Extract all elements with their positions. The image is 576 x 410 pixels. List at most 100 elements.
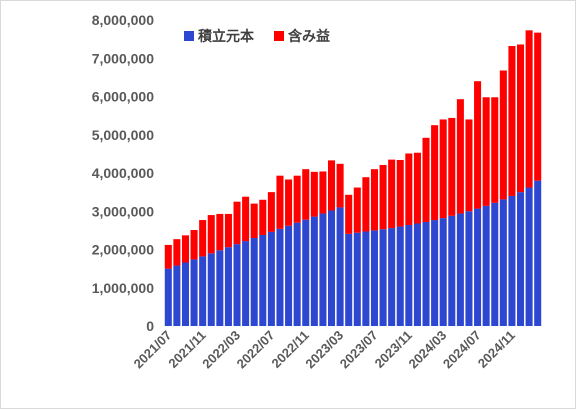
y-tick-label: 6,000,000 [92, 89, 154, 105]
bar-principal [190, 259, 198, 326]
bar-principal [242, 241, 250, 326]
y-tick-label: 4,000,000 [92, 165, 154, 181]
bar-unrealized-gain [233, 201, 241, 245]
bar-unrealized-gain [207, 215, 215, 254]
bar-unrealized-gain [491, 97, 499, 203]
bar-principal [319, 213, 327, 326]
bar-principal [310, 216, 318, 326]
x-tick-label: 2021/07 [131, 328, 175, 372]
bar-unrealized-gain [224, 213, 232, 248]
bar-unrealized-gain [439, 119, 447, 219]
bar-principal [224, 247, 232, 326]
bar-unrealized-gain [405, 153, 413, 226]
bar-unrealized-gain [259, 199, 267, 235]
bar-principal [491, 202, 499, 326]
bar-principal [413, 223, 421, 326]
bar-unrealized-gain [267, 192, 275, 232]
y-tick-label: 5,000,000 [92, 127, 154, 143]
bar-unrealized-gain [250, 203, 258, 239]
bar-principal [396, 226, 404, 326]
bar-unrealized-gain [319, 171, 327, 214]
bar-unrealized-gain [508, 46, 516, 196]
y-axis-ticks: 0 1,000,000 2,000,000 3,000,000 4,000,000 5,0… [92, 12, 155, 334]
bar-unrealized-gain [310, 171, 318, 217]
bar-unrealized-gain [422, 137, 430, 222]
bar-unrealized-gain [448, 117, 456, 216]
x-tick-label: 2024/07 [440, 328, 484, 372]
bar-principal [164, 268, 172, 327]
y-tick-label: 2,000,000 [92, 242, 154, 258]
bar-unrealized-gain [293, 175, 301, 223]
bar-unrealized-gain [499, 70, 507, 200]
bar-unrealized-gain [345, 194, 353, 234]
bar-principal [482, 205, 490, 326]
bar-principal [285, 225, 293, 326]
bar-unrealized-gain [302, 169, 310, 220]
bar-unrealized-gain [525, 30, 533, 188]
bar-principal [293, 222, 301, 326]
legend-swatch-principal [184, 31, 194, 41]
x-tick-label: 2024/11 [475, 328, 518, 371]
y-tick-label: 1,000,000 [92, 280, 154, 296]
bar-principal [345, 233, 353, 326]
bar-principal [173, 265, 181, 326]
bar-principal [422, 221, 430, 326]
bar-unrealized-gain [285, 179, 293, 226]
bar-unrealized-gain [362, 177, 370, 232]
bar-unrealized-gain [336, 163, 344, 208]
y-tick-label: 3,000,000 [92, 203, 154, 219]
bar-unrealized-gain [173, 239, 181, 266]
bar-unrealized-gain [216, 213, 224, 251]
bar-principal [199, 256, 207, 326]
bar-principal [525, 187, 533, 326]
bar-principal [431, 220, 439, 326]
bar-principal [259, 234, 267, 326]
bar-group [164, 30, 542, 327]
bar-unrealized-gain [413, 152, 421, 224]
bar-principal [388, 228, 396, 326]
bar-principal [474, 208, 482, 326]
bar-principal [456, 213, 464, 326]
bar-principal [405, 225, 413, 326]
bar-unrealized-gain [465, 119, 473, 212]
bar-unrealized-gain [456, 99, 464, 214]
bar-unrealized-gain [370, 169, 378, 231]
legend-label-unrealized-gain: 含み益 [288, 28, 330, 45]
bar-principal [181, 262, 189, 326]
y-tick-label: 7,000,000 [92, 50, 154, 66]
bar-principal [508, 195, 516, 326]
bar-unrealized-gain [517, 44, 525, 193]
x-tick-label: 2023/07 [337, 328, 381, 372]
bar-unrealized-gain [190, 229, 198, 260]
bar-principal [233, 244, 241, 326]
bar-unrealized-gain [482, 97, 490, 206]
bar-principal [439, 218, 447, 326]
bar-unrealized-gain [353, 187, 361, 233]
bar-principal [534, 180, 542, 326]
bar-principal [499, 199, 507, 326]
legend-label-principal: 積立元本 [197, 28, 255, 45]
y-tick-label: 8,000,000 [92, 12, 154, 28]
bar-principal [465, 211, 473, 326]
bar-unrealized-gain [199, 220, 207, 257]
bar-principal [370, 230, 378, 327]
legend: 積立元本 含み益 [184, 28, 330, 45]
bar-principal [267, 231, 275, 326]
bar-principal [216, 250, 224, 326]
bar-unrealized-gain [181, 235, 189, 263]
bar-unrealized-gain [328, 160, 336, 211]
bar-unrealized-gain [164, 244, 172, 269]
bar-unrealized-gain [396, 160, 404, 227]
bar-principal [362, 231, 370, 326]
bar-principal [448, 215, 456, 326]
bar-unrealized-gain [242, 196, 250, 242]
x-axis-ticks: 2021/072021/112022/032022/072022/112023/… [131, 328, 518, 372]
x-tick-label: 2022/07 [234, 328, 278, 372]
bar-principal [336, 207, 344, 326]
bar-principal [379, 229, 387, 326]
bar-principal [353, 232, 361, 326]
bar-unrealized-gain [474, 81, 482, 209]
bar-principal [517, 192, 525, 327]
